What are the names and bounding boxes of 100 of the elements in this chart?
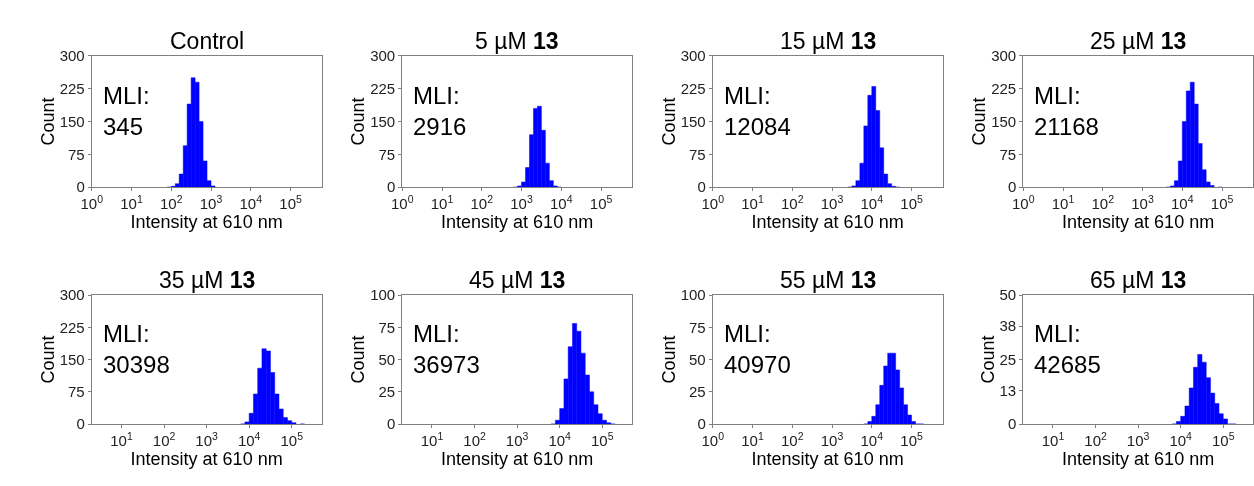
y-tick-label: 0	[386, 415, 396, 433]
chart-title: Control	[170, 28, 245, 54]
y-tick-label: 50	[689, 350, 706, 368]
annotation: MLI: 21168	[1034, 82, 1099, 141]
chart-title: 65 µM 13	[1090, 267, 1187, 293]
x-tick-label: 10$^{3}$	[195, 429, 219, 450]
annotation: MLI: 40970	[724, 320, 791, 379]
y-tick-label: 75	[689, 145, 706, 163]
x-tick-label: 10$^{1}$	[741, 192, 764, 213]
y-tick-label: 75	[999, 145, 1017, 163]
chart-title: 45 µM 13	[469, 267, 566, 293]
chart-title: 25 µM 13	[1090, 28, 1187, 54]
x-tick-label: 10$^{1}$	[741, 429, 764, 450]
x-tick-label: 10$^{5}$	[1210, 192, 1234, 213]
y-tick-label: 100	[370, 286, 396, 304]
x-tick-label: 10$^{2}$	[470, 192, 494, 213]
y-tick-label: 38	[999, 317, 1017, 335]
y-tick-label: 225	[680, 79, 706, 97]
x-tick-label: 10$^{5}$	[1211, 429, 1235, 450]
x-axis-title: Intensity at 610 nm	[441, 449, 594, 470]
x-tick-label: 10$^{4}$	[860, 192, 884, 213]
x-tick-label: 10$^{4}$	[237, 429, 261, 450]
x-axis-title: Intensity at 610 nm	[130, 449, 283, 470]
annotation: MLI: 2916	[413, 82, 467, 141]
annotation: MLI: 345	[103, 82, 150, 141]
annotation: MLI: 12084	[724, 82, 791, 141]
x-tick-label: 10$^{3}$	[199, 192, 223, 213]
x-tick-label: 10$^{4}$	[548, 429, 572, 450]
y-axis-title: Count	[37, 335, 58, 384]
y-tick-label: 225	[991, 79, 1017, 97]
x-tick-label: 10$^{5}$	[590, 429, 614, 450]
x-tick-label: 10$^{3}$	[820, 429, 844, 450]
y-axis-title: Count	[658, 97, 679, 146]
y-tick-label: 75	[68, 383, 85, 401]
x-tick-label: 10$^{2}$	[152, 429, 176, 450]
y-tick-label: 75	[689, 318, 706, 336]
x-tick-label: 10$^{1}$	[110, 429, 133, 450]
x-tick-label: 10$^{5}$	[900, 429, 923, 450]
x-tick-label: 10$^{4}$	[550, 192, 573, 213]
y-tick-label: 75	[68, 145, 85, 163]
y-tick-label: 150	[680, 112, 706, 130]
y-axis-title: Count	[348, 97, 369, 146]
y-tick-label: 150	[370, 112, 396, 130]
x-tick-label: 10$^{2}$	[1084, 429, 1107, 450]
y-tick-label: 225	[59, 318, 85, 336]
x-tick-label: 10$^{2}$	[159, 192, 183, 213]
x-tick-label: 10$^{1}$	[430, 192, 454, 213]
y-axis-title: Count	[977, 335, 998, 384]
x-tick-label: 10$^{3}$	[820, 192, 844, 213]
y-tick-label: 300	[991, 47, 1017, 65]
x-axis-title: Intensity at 610 nm	[1062, 449, 1215, 470]
x-tick-label: 10$^{4}$	[1171, 192, 1194, 213]
x-tick-label: 10$^{5}$	[280, 429, 304, 450]
y-tick-label: 0	[1007, 415, 1017, 433]
y-tick-label: 150	[991, 112, 1017, 130]
x-axis-title: Intensity at 610 nm	[1062, 212, 1215, 233]
chart-title: 5 µM 13	[475, 28, 559, 54]
x-tick-label: 10$^{4}$	[1169, 429, 1193, 450]
x-tick-label: 10$^{1}$	[1051, 192, 1075, 213]
y-tick-label: 50	[378, 350, 396, 368]
y-tick-label: 25	[378, 383, 396, 401]
x-tick-label: 10$^{2}$	[1091, 192, 1115, 213]
x-tick-label: 10$^{2}$	[780, 429, 804, 450]
chart-title: 55 µM 13	[780, 267, 877, 293]
chart-title: 15 µM 13	[780, 28, 877, 54]
y-tick-label: 150	[59, 112, 85, 130]
y-tick-label: 50	[999, 286, 1017, 304]
y-tick-label: 300	[370, 47, 396, 65]
x-tick-label: 10$^{5}$	[279, 192, 302, 213]
y-tick-label: 300	[59, 286, 85, 304]
y-tick-label: 25	[999, 350, 1017, 368]
y-axis-title: Count	[658, 335, 679, 384]
x-tick-label: 10$^{3}$	[1126, 429, 1150, 450]
x-tick-label: 10$^{2}$	[463, 429, 486, 450]
y-tick-label: 0	[76, 415, 85, 433]
x-tick-label: 10$^{2}$	[780, 192, 804, 213]
x-tick-label: 10$^{5}$	[900, 192, 923, 213]
y-tick-label: 75	[378, 318, 396, 336]
chart-title: 35 µM 13	[159, 267, 256, 293]
x-tick-label: 10$^{4}$	[239, 192, 263, 213]
annotation: MLI: 36973	[413, 320, 480, 379]
y-tick-label: 300	[680, 47, 706, 65]
y-axis-title: Count	[348, 335, 369, 384]
x-tick-label: 10$^{1}$	[420, 429, 444, 450]
y-tick-label: 225	[59, 79, 85, 97]
x-axis-title: Intensity at 610 nm	[130, 212, 283, 233]
annotation: MLI: 30398	[103, 320, 170, 379]
y-tick-label: 100	[680, 286, 706, 304]
y-axis-title: Count	[37, 97, 58, 146]
y-axis-title: Count	[969, 97, 990, 146]
y-tick-label: 225	[370, 79, 396, 97]
x-tick-label: 10$^{3}$	[510, 192, 533, 213]
y-tick-label: 150	[59, 350, 85, 368]
x-axis-title: Intensity at 610 nm	[751, 212, 904, 233]
x-tick-label: 10$^{1}$	[1041, 429, 1065, 450]
x-tick-label: 10$^{4}$	[860, 429, 884, 450]
y-tick-label: 75	[378, 145, 396, 163]
y-tick-label: 25	[689, 383, 706, 401]
x-axis-title: Intensity at 610 nm	[441, 212, 594, 233]
x-tick-label: 10$^{1}$	[120, 192, 143, 213]
